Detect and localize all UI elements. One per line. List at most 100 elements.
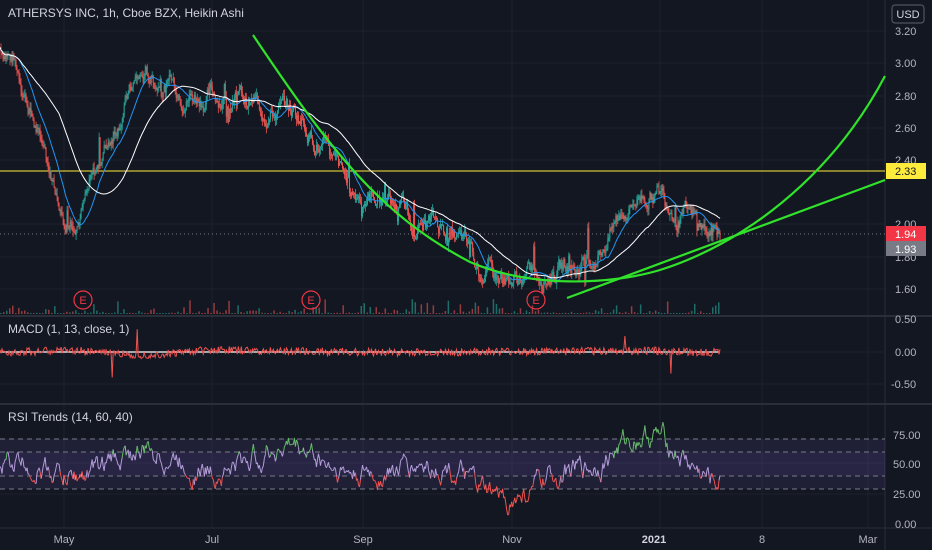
rsi-segment: [244, 458, 247, 464]
volume-bar: [525, 310, 528, 314]
candle-body: [340, 161, 342, 164]
rsi-segment: [521, 493, 524, 503]
volume-bar: [441, 312, 444, 314]
rsi-segment: [327, 462, 330, 468]
candle-body: [504, 277, 506, 284]
rsi-segment: [59, 471, 62, 478]
rsi-segment: [36, 469, 39, 474]
candle-body: [173, 77, 175, 87]
candle-body: [190, 93, 192, 95]
volume-bar: [30, 312, 32, 314]
candle-body: [357, 196, 359, 198]
candle-body: [531, 266, 533, 271]
candle-body: [698, 223, 700, 227]
rsi-segment: [516, 494, 519, 501]
macd-tick: -0.50: [891, 379, 916, 391]
currency-button[interactable]: USD: [891, 4, 925, 24]
candle-body: [604, 250, 606, 254]
volume-bar: [501, 308, 504, 314]
rsi-segment: [26, 467, 29, 475]
candle-body: [272, 115, 274, 117]
price-tick: 2.80: [895, 91, 916, 103]
candle-body: [623, 216, 625, 219]
candle-body: [377, 196, 379, 205]
candle-body: [139, 75, 141, 79]
cup-curve-trendline[interactable]: [252, 34, 886, 283]
candle-body: [576, 269, 578, 274]
candle-body: [425, 219, 427, 228]
rsi-segment: [700, 476, 703, 479]
rsi-segment: [241, 457, 244, 463]
volume-bar: [363, 303, 366, 314]
candle-body: [101, 159, 103, 165]
time-axis[interactable]: May Jul Sep Nov 2021 8 Mar: [54, 534, 878, 546]
candle-body: [696, 211, 698, 231]
candle-body: [95, 169, 97, 174]
rising-trendline[interactable]: [566, 178, 886, 300]
rsi-segment: [338, 467, 341, 474]
candle-body: [447, 228, 449, 246]
volume-bar: [348, 312, 350, 314]
earnings-marker-3[interactable]: E: [526, 290, 546, 310]
candle-body: [286, 98, 288, 107]
candle-body: [629, 205, 631, 209]
volume-bar: [570, 311, 573, 314]
rsi-segment: [466, 470, 468, 473]
volume-bar: [261, 312, 263, 314]
rsi-segment: [137, 451, 140, 454]
candle-body: [537, 275, 539, 278]
volume-bar: [168, 312, 170, 314]
candle-body: [254, 96, 256, 98]
volume-bar: [12, 305, 14, 314]
candle-body: [517, 277, 519, 285]
candle-body: [486, 269, 488, 271]
heikin-ashi-candles: [0, 43, 721, 295]
rsi-segment: [561, 481, 564, 483]
candle-body: [64, 225, 66, 230]
candle-body: [282, 95, 284, 97]
candle-body: [159, 79, 161, 88]
rsi-segment: [75, 474, 78, 482]
candle-body: [578, 269, 580, 276]
candle-body: [307, 135, 309, 144]
candle-body: [480, 277, 482, 282]
candle-body: [399, 204, 401, 209]
candle-body: [717, 231, 719, 234]
candle-body: [570, 270, 572, 274]
candle-body: [342, 168, 344, 172]
volume-bar: [357, 312, 359, 314]
rsi-segment: [686, 460, 689, 468]
volume-bar: [660, 312, 663, 314]
rsi-segment: [527, 497, 530, 503]
rsi-segment: [592, 468, 595, 476]
volume-bar: [99, 312, 101, 314]
macd-axis[interactable]: 0.50 0.00 -0.50: [891, 314, 916, 391]
candle-body: [273, 114, 275, 116]
earnings-marker-1[interactable]: E: [73, 290, 93, 310]
candle-body: [502, 279, 504, 285]
rsi-segment: [519, 495, 522, 499]
candle-body: [595, 265, 597, 270]
candle-body: [336, 154, 338, 156]
rsi-segment: [334, 466, 336, 470]
rsi-segment: [498, 491, 501, 498]
candle-body: [506, 277, 508, 280]
volume-bar: [351, 312, 353, 314]
candle-body: [448, 239, 450, 246]
candle-body: [552, 272, 554, 275]
candle-body: [248, 100, 250, 106]
rsi-segment: [504, 496, 507, 503]
candle-body: [255, 94, 257, 97]
earnings-marker-2[interactable]: E: [301, 290, 321, 310]
rsi-segment: [29, 477, 32, 480]
candle-body: [395, 204, 397, 210]
volume-bar: [258, 308, 260, 314]
candle-body: [407, 202, 409, 210]
rsi-segment: [199, 468, 202, 477]
candle-body: [642, 196, 644, 199]
rsi-segment: [212, 479, 215, 486]
volume-bar: [642, 312, 645, 314]
rsi-axis[interactable]: 75.00 50.00 25.00 0.00: [893, 430, 921, 531]
candle-body: [633, 204, 635, 206]
